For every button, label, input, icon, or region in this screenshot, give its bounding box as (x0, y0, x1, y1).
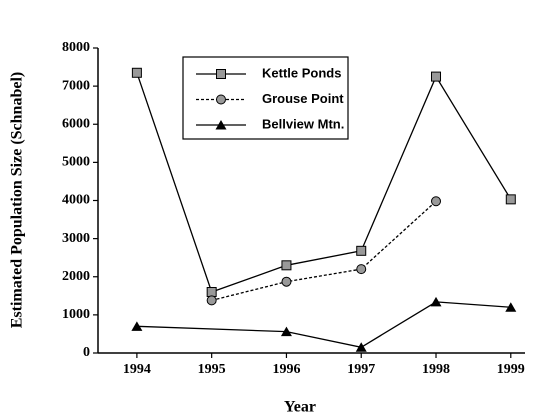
y-axis-label: Estimated Population Size (Schnabel) (9, 72, 26, 328)
data-point (430, 296, 442, 307)
data-point (355, 342, 367, 352)
x-tick-label: 1997 (347, 362, 375, 377)
data-point (131, 321, 143, 331)
legend-marker (216, 94, 226, 105)
data-point (281, 276, 292, 287)
x-tick-label: 1996 (272, 362, 300, 377)
data-point (281, 260, 292, 271)
data-point (356, 264, 367, 275)
x-axis-label: Year (284, 399, 316, 416)
x-tick-label: 1994 (123, 362, 151, 377)
x-tick-label: 1999 (497, 362, 525, 377)
series-line (211, 200, 437, 302)
legend-marker (215, 120, 227, 130)
legend-label: Kettle Ponds (262, 65, 341, 80)
y-tick-label: 4000 (62, 193, 90, 208)
y-tick-label: 6000 (62, 116, 90, 131)
series-line (136, 72, 512, 293)
y-tick-label: 1000 (62, 307, 90, 322)
data-point (206, 295, 217, 306)
data-point (505, 194, 516, 205)
series-line (136, 301, 511, 348)
data-point (206, 287, 217, 297)
y-tick-label: 7000 (62, 78, 90, 93)
data-point (431, 196, 442, 207)
y-tick-label: 2000 (62, 269, 90, 284)
x-tick-label: 1995 (198, 362, 226, 377)
legend-label: Bellview Mtn. (262, 116, 344, 131)
data-point (280, 326, 292, 337)
legend-label: Grouse Point (262, 91, 344, 106)
x-tick-label: 1998 (422, 362, 450, 377)
data-point (356, 245, 367, 256)
legend-marker (216, 69, 226, 79)
y-tick-label: 3000 (62, 231, 90, 246)
y-tick-label: 0 (83, 345, 90, 360)
data-point (505, 302, 517, 312)
data-point (131, 67, 142, 78)
data-point (431, 71, 442, 82)
y-tick-label: 5000 (62, 155, 90, 170)
y-tick-label: 8000 (62, 40, 90, 55)
